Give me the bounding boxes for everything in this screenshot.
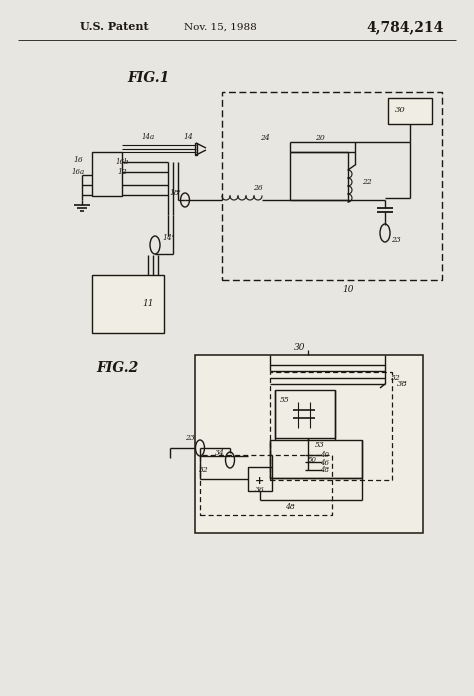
Text: 48: 48 — [285, 503, 295, 511]
Text: 30: 30 — [395, 106, 405, 114]
Text: 40: 40 — [320, 451, 329, 459]
Text: 10: 10 — [342, 285, 354, 294]
Bar — [195, 355, 423, 533]
Text: FIG.2: FIG.2 — [96, 361, 138, 375]
Text: 20: 20 — [315, 134, 325, 142]
Text: 14: 14 — [183, 133, 193, 141]
Text: U.S. Patent: U.S. Patent — [80, 22, 149, 33]
Text: 26: 26 — [253, 184, 263, 192]
Text: 14': 14' — [162, 234, 174, 242]
Text: Nov. 15, 1988: Nov. 15, 1988 — [183, 22, 256, 31]
Bar — [200, 455, 332, 515]
Bar — [388, 98, 432, 124]
Bar — [222, 92, 442, 280]
Text: 16: 16 — [73, 156, 83, 164]
Text: 24: 24 — [260, 134, 270, 142]
Text: 22: 22 — [362, 178, 372, 186]
Text: 23: 23 — [391, 236, 401, 244]
Text: 16b: 16b — [115, 158, 129, 166]
Text: 53: 53 — [315, 441, 325, 449]
Text: 52: 52 — [391, 374, 401, 382]
Text: FIG.1: FIG.1 — [127, 71, 169, 85]
Bar — [92, 275, 164, 333]
Text: 34: 34 — [215, 449, 225, 457]
Text: 18': 18' — [169, 189, 181, 197]
Bar — [270, 440, 362, 478]
Text: 30: 30 — [294, 342, 306, 351]
Text: 36: 36 — [255, 486, 265, 494]
Text: 32: 32 — [199, 466, 209, 474]
Text: 14a: 14a — [141, 133, 155, 141]
Bar — [275, 390, 335, 438]
Text: 38: 38 — [397, 380, 407, 388]
Text: 23: 23 — [185, 434, 195, 442]
Text: 4,784,214: 4,784,214 — [366, 20, 444, 34]
Text: 16a: 16a — [72, 168, 84, 176]
Bar — [195, 143, 197, 155]
Text: +: + — [255, 475, 264, 486]
Text: 12: 12 — [117, 168, 127, 176]
Text: 46: 46 — [320, 459, 329, 467]
Text: 48: 48 — [320, 466, 329, 474]
Bar — [92, 152, 122, 196]
Text: 50: 50 — [308, 456, 317, 464]
Text: 11: 11 — [142, 299, 154, 308]
Text: 55: 55 — [280, 396, 290, 404]
Bar — [248, 467, 272, 491]
Bar — [270, 372, 392, 480]
